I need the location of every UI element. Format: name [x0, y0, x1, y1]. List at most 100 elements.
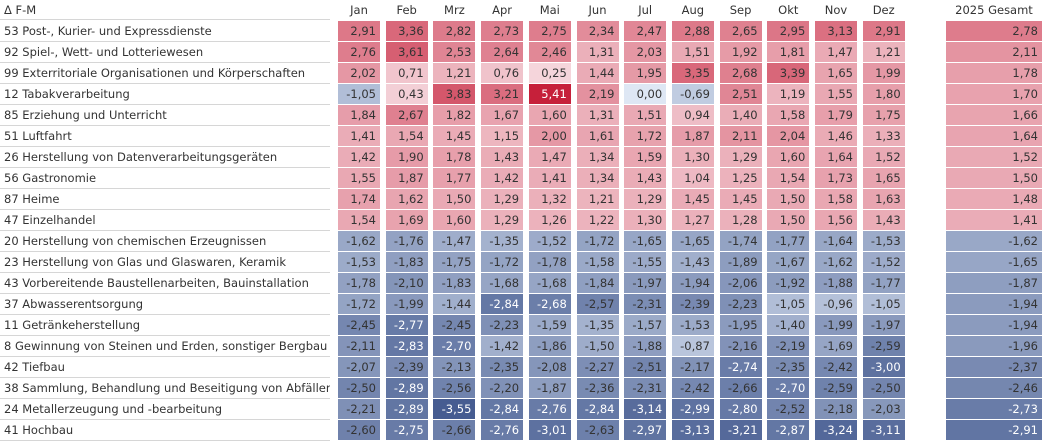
heat-cell: 1,31 — [576, 105, 619, 125]
heat-cell: 1,60 — [767, 147, 810, 167]
heat-cell: 0,76 — [481, 63, 524, 83]
heat-cell: -1,05 — [862, 294, 905, 314]
heat-cell: 1,84 — [338, 105, 380, 125]
heat-cell: -1,76 — [385, 231, 428, 251]
heat-cell: -2,39 — [385, 357, 428, 377]
heat-cell: 1,41 — [946, 210, 1042, 230]
heat-cell: 1,26 — [528, 210, 571, 230]
column-header: Mai — [539, 3, 560, 17]
table-title: Δ F-M — [0, 0, 330, 20]
heat-cell: 1,56 — [815, 210, 857, 230]
row-label: 56 Gastronomie — [0, 168, 330, 189]
heat-cell: -2,87 — [767, 420, 810, 440]
heat-cell: -2,56 — [433, 378, 476, 398]
column-header: Nov — [824, 3, 848, 17]
heat-cell: 1,45 — [719, 189, 762, 209]
heat-cell: 1,43 — [624, 168, 667, 188]
heat-cell: 1,21 — [433, 63, 476, 83]
heat-cell: -1,50 — [576, 336, 619, 356]
heat-cell: 1,34 — [576, 147, 619, 167]
heat-cell: -1,92 — [767, 273, 810, 293]
heat-cell: 2,02 — [338, 63, 380, 83]
heat-cell: -1,74 — [719, 231, 762, 251]
heat-cell: -2,59 — [815, 378, 857, 398]
heat-cell: -2,51 — [624, 357, 667, 377]
heat-cell: -1,59 — [528, 315, 571, 335]
heat-cell: -1,47 — [433, 231, 476, 251]
heat-cell: 0,25 — [528, 63, 571, 83]
heat-cell: 1,43 — [481, 147, 524, 167]
heat-cell: -2,76 — [481, 420, 524, 440]
heat-cell: -2,13 — [433, 357, 476, 377]
heat-cell: 1,40 — [719, 105, 762, 125]
heat-cell: -1,69 — [815, 336, 857, 356]
heat-cell: 1,87 — [671, 126, 714, 146]
heat-cell: 2,91 — [862, 21, 905, 41]
heat-cell: 2,11 — [719, 126, 762, 146]
heat-cell: -2,68 — [528, 294, 571, 314]
heat-cell: 1,92 — [719, 42, 762, 62]
heat-cell: -1,68 — [481, 273, 524, 293]
heat-cell: -1,77 — [767, 231, 810, 251]
heat-cell: -2,84 — [481, 294, 524, 314]
heat-cell: 2,19 — [576, 84, 619, 104]
heat-cell: -1,72 — [576, 231, 619, 251]
heat-cell: -3,01 — [528, 420, 571, 440]
heat-cell: 1,47 — [528, 147, 571, 167]
heat-cell: -1,83 — [385, 252, 428, 272]
heat-cell: 1,60 — [528, 105, 571, 125]
heat-cell: -2,84 — [576, 399, 619, 419]
heat-cell: 1,70 — [946, 84, 1042, 104]
heat-cell: -2,57 — [576, 294, 619, 314]
heat-cell: 2,64 — [481, 42, 524, 62]
heat-cell: -1,65 — [624, 231, 667, 251]
column-header: Jun — [588, 3, 607, 17]
heat-cell: -2,20 — [481, 378, 524, 398]
heat-cell: -0,87 — [671, 336, 714, 356]
column-header: Aug — [681, 3, 705, 17]
heat-cell: -1,62 — [338, 231, 380, 251]
heat-cell: 1,58 — [815, 189, 857, 209]
heat-cell: 1,62 — [385, 189, 428, 209]
heat-cell: -2,70 — [433, 336, 476, 356]
heat-cell: -1,68 — [528, 273, 571, 293]
heat-cell: -1,77 — [862, 273, 905, 293]
heat-cell: -1,84 — [576, 273, 619, 293]
heat-cell: -1,53 — [338, 252, 380, 272]
heat-cell: 1,64 — [946, 126, 1042, 146]
row-label: 20 Herstellung von chemischen Erzeugniss… — [0, 231, 330, 252]
heat-cell: 2,34 — [576, 21, 619, 41]
row-label: 92 Spiel-, Wett- und Lotteriewesen — [0, 42, 330, 63]
heat-cell: 1,21 — [862, 42, 905, 62]
heat-cell: 1,51 — [624, 105, 667, 125]
heat-cell: 1,79 — [815, 105, 857, 125]
heat-cell: -2,36 — [576, 378, 619, 398]
heat-cell: 1,82 — [433, 105, 476, 125]
heat-cell: -1,53 — [671, 315, 714, 335]
heat-cell: 1,51 — [671, 42, 714, 62]
heat-cell: -3,55 — [433, 399, 476, 419]
heat-cell: -2,75 — [385, 420, 428, 440]
heat-cell: -2,50 — [862, 378, 905, 398]
row-label: 8 Gewinnung von Steinen und Erden, sonst… — [0, 336, 330, 357]
heat-cell: -1,99 — [385, 294, 428, 314]
heat-cell: -2,31 — [624, 378, 667, 398]
heat-cell: -2,97 — [624, 420, 667, 440]
heat-cell: 1,19 — [767, 84, 810, 104]
heat-cell: 1,65 — [862, 168, 905, 188]
heat-cell: -1,52 — [528, 231, 571, 251]
heat-cell: -2,46 — [946, 378, 1042, 398]
row-label: 42 Tiefbau — [0, 357, 330, 378]
column-header: 2025 Gesamt — [955, 3, 1033, 17]
heat-cell: 1,99 — [862, 63, 905, 83]
heat-cell: 1,22 — [576, 210, 619, 230]
heat-cell: -1,83 — [433, 273, 476, 293]
heat-cell: -1,43 — [671, 252, 714, 272]
heat-cell: 1,21 — [576, 189, 619, 209]
heat-cell: 1,50 — [767, 210, 810, 230]
heat-cell: -2,83 — [385, 336, 428, 356]
heat-cell: -1,53 — [862, 231, 905, 251]
heat-cell: 1,66 — [946, 105, 1042, 125]
heat-cell: 2,65 — [719, 21, 762, 41]
heat-cell: -1,78 — [338, 273, 380, 293]
